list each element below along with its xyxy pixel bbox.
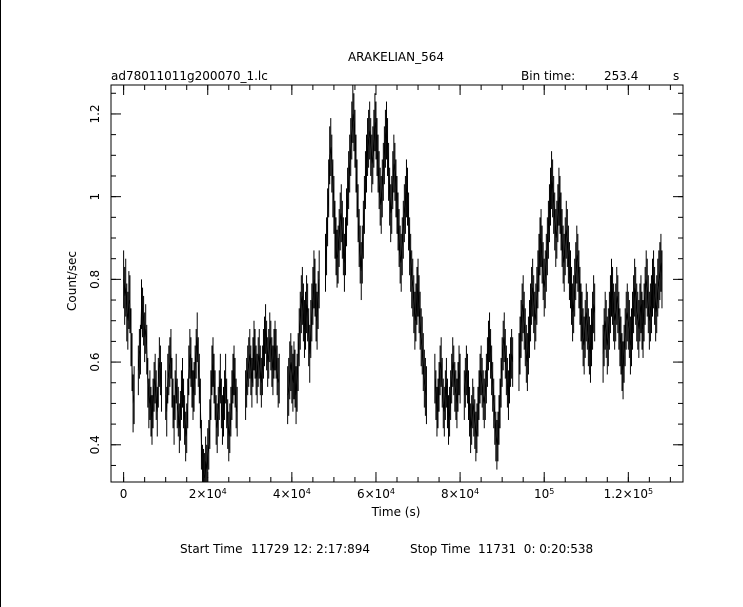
x-tick-label: 2×104 <box>189 487 227 502</box>
y-tick-label: 0.8 <box>88 270 102 289</box>
start-time-value: 11729 12: 2:17:894 <box>251 542 370 556</box>
x-tick-label: 4×104 <box>273 487 311 502</box>
file-label: ad78011011g200070_1.lc <box>111 69 268 83</box>
x-tick-label: 0 <box>120 487 128 501</box>
data-clip-group <box>123 85 663 482</box>
y-tick-label: 0.6 <box>88 353 102 372</box>
y-tick-label: 1 <box>88 193 102 201</box>
x-tick-label: 105 <box>534 487 554 502</box>
bin-time-value: 253.4 <box>604 69 638 83</box>
light-curve-data <box>123 85 663 482</box>
plot-box <box>110 84 684 483</box>
y-tick-label: 0.4 <box>88 435 102 454</box>
stop-time-label: Stop Time <box>410 542 470 556</box>
x-tick-label: 1.2×105 <box>604 487 654 502</box>
bin-time-unit: s <box>673 69 679 83</box>
chart-title: ARAKELIAN_564 <box>348 50 444 64</box>
window-left-border <box>0 0 1 607</box>
y-axis-label: Count/sec <box>65 251 79 311</box>
plot-frame <box>110 84 684 483</box>
start-time-label: Start Time <box>180 542 243 556</box>
x-tick-label: 6×104 <box>357 487 395 502</box>
bin-time-label: Bin time: <box>521 69 575 83</box>
x-axis-label: Time (s) <box>371 505 421 519</box>
y-tick-label: 1.2 <box>88 104 102 123</box>
x-tick-label: 8×104 <box>441 487 479 502</box>
axis-ticks: 0 2×104 4×104 6×104 8×104 105 1.2×105 0.4 0.6 0.8… <box>88 85 683 501</box>
stop-time-value: 11731 0: 0:20:538 <box>478 542 593 556</box>
